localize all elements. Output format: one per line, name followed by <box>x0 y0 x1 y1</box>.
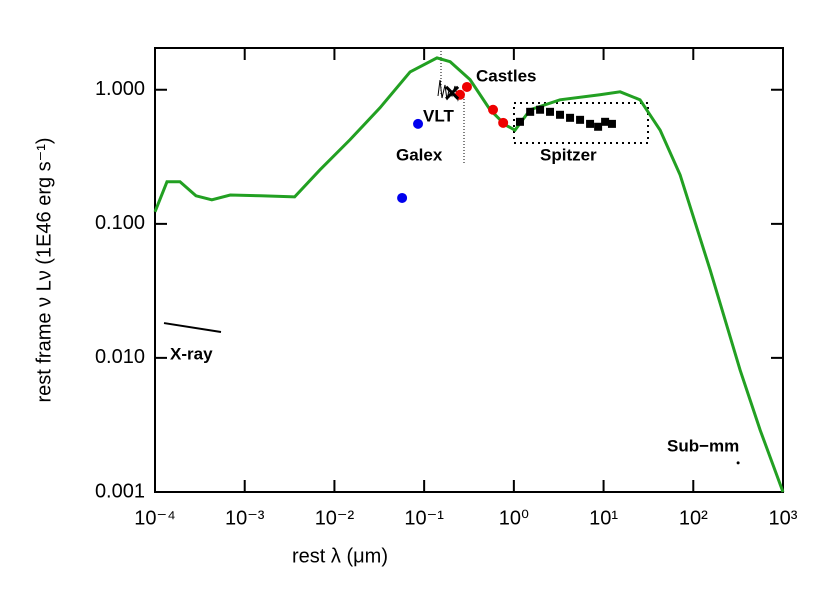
point <box>445 85 460 100</box>
point <box>413 118 424 129</box>
line <box>153 56 785 493</box>
x-tick-label: 10⁻¹ <box>404 507 444 529</box>
point <box>594 122 603 131</box>
x-tick-label: 10¹ <box>589 507 618 529</box>
spitzer-box <box>513 102 649 144</box>
point <box>607 119 616 128</box>
y-tick-label: 1.000 <box>95 78 145 100</box>
annotation: X-ray <box>170 344 213 363</box>
point <box>566 113 575 122</box>
y-tick-label: 0.100 <box>95 212 145 234</box>
point <box>397 192 408 203</box>
x-axis-title: rest λ (μm) <box>292 545 388 567</box>
x-tick-label: 10⁻² <box>315 507 355 529</box>
x-tick-label: 10⁰ <box>499 507 529 529</box>
annotation: Spitzer <box>540 145 597 164</box>
x-tick-label: 10⁻⁴ <box>134 507 175 529</box>
point <box>526 107 535 116</box>
annotation: Sub−mm <box>667 436 739 455</box>
point <box>556 110 565 119</box>
point <box>576 115 585 124</box>
y-tick-label: 0.001 <box>95 480 145 502</box>
point <box>586 119 595 128</box>
point <box>461 81 472 92</box>
plot-frame <box>154 47 784 493</box>
y-axis-title: rest frame ν Lν (1E46 erg s⁻¹) <box>33 137 55 402</box>
point <box>515 117 524 126</box>
point <box>536 105 545 114</box>
point <box>736 461 740 465</box>
x-tick-label: 10⁻³ <box>225 507 265 529</box>
x-tick-label: 10² <box>679 507 708 529</box>
x-tick-label: 10³ <box>769 507 798 529</box>
annotation: Castles <box>476 66 536 85</box>
annotation: VLT <box>423 106 454 125</box>
annotation: Galex <box>396 145 443 164</box>
line <box>163 322 222 334</box>
point <box>488 104 499 115</box>
point <box>601 117 610 126</box>
point <box>546 107 555 116</box>
y-tick-label: 0.010 <box>95 346 145 368</box>
point <box>498 117 509 128</box>
